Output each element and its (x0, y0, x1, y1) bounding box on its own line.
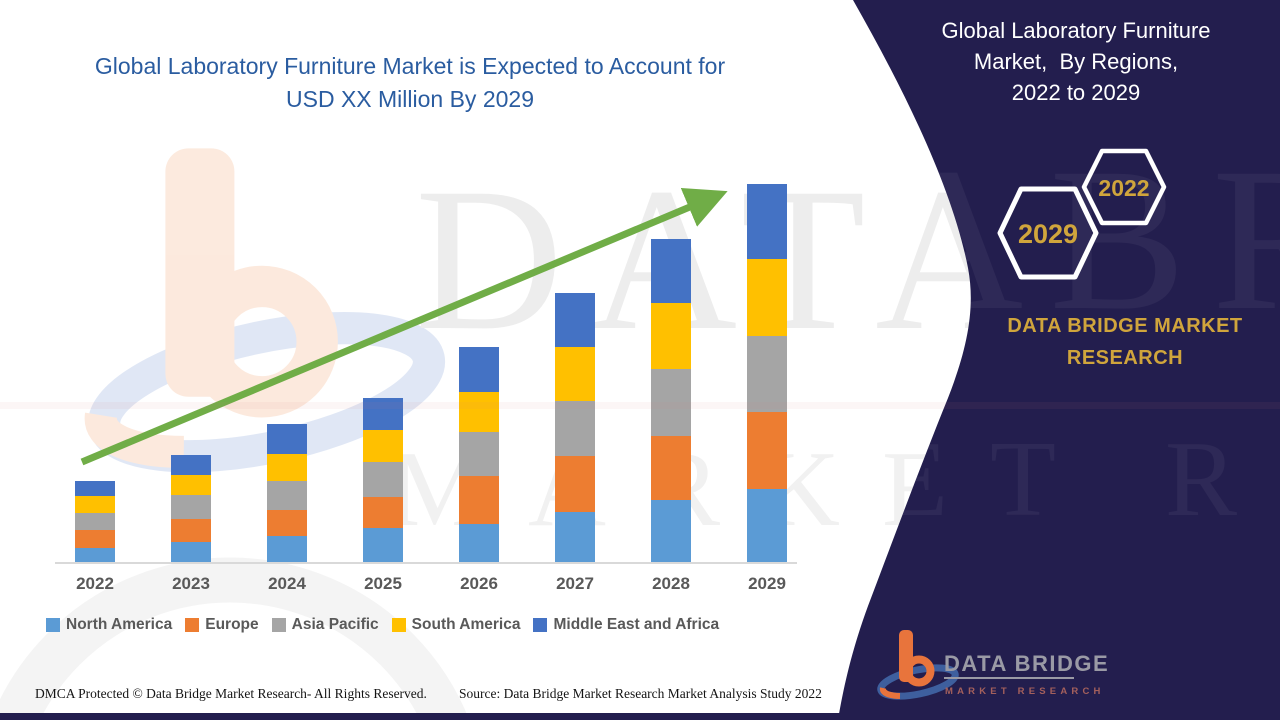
bar-2029 (747, 183, 787, 563)
watermark-circle (0, 557, 472, 725)
hexagon-2029-label: 2029 (1018, 219, 1078, 249)
chart-legend: North America Europe Asia Pacific South Ame… (46, 616, 719, 634)
legend-swatch-icon (46, 618, 60, 632)
legend-label: Asia Pacific (291, 616, 379, 633)
bar-segment-north-america-2027 (555, 512, 595, 563)
bar-segment-asia-pacific-2027 (555, 400, 595, 456)
logo-name-text: DATA BRIDGE (944, 651, 1109, 676)
x-axis-label-2027: 2027 (556, 574, 594, 593)
hexagon-2022: 2022 (1081, 148, 1167, 226)
bar-segment-europe-2027 (555, 455, 595, 512)
hexagon-2022-label: 2022 (1098, 175, 1149, 201)
x-axis-label-2029: 2029 (748, 574, 786, 593)
legend-label: South America (411, 616, 521, 633)
legend-swatch-icon (391, 618, 406, 632)
bar-segment-north-america-2029 (747, 488, 787, 563)
chart-title: Global Laboratory Furniture Market is Ex… (40, 50, 780, 117)
panel-shape (838, 0, 1280, 720)
bar-segment-middle-east-and-africa-2028 (651, 238, 691, 303)
legend-label: North America (66, 616, 173, 633)
bar-segment-south-america-2022 (75, 495, 115, 514)
bar-2024 (267, 424, 307, 563)
bar-segment-south-america-2028 (651, 302, 691, 370)
bar-segment-asia-pacific-2028 (651, 369, 691, 436)
bar-2028 (651, 238, 691, 563)
bar-segment-north-america-2025 (363, 528, 403, 563)
bar-segment-north-america-2024 (267, 536, 307, 563)
chart-title-line2: USD XX Million By 2029 (286, 86, 534, 113)
bottom-strip (0, 713, 1280, 720)
bar-segment-south-america-2026 (459, 391, 499, 433)
bar-segment-asia-pacific-2023 (171, 494, 211, 520)
bar-segment-north-america-2022 (75, 547, 115, 563)
legend-item-north-america: North America (46, 616, 172, 634)
bar-segment-middle-east-and-africa-2025 (363, 397, 403, 431)
legend-item-europe: Europe (185, 616, 259, 634)
x-axis-labels: 2022 2023 2024 2025 2026 2027 2028 2029 (0, 574, 820, 598)
plot-area (0, 0, 820, 563)
bar-segment-middle-east-and-africa-2029 (747, 183, 787, 260)
bar-segment-middle-east-and-africa-2023 (171, 454, 211, 476)
bar-segment-asia-pacific-2026 (459, 432, 499, 477)
databridge-logo: DATA BRIDGE MARKET RESEARCH (877, 630, 1109, 700)
dmca-note: DMCA Protected © Data Bridge Market Rese… (35, 686, 427, 701)
chart-title-line1: Global Laboratory Furniture Market is Ex… (94, 53, 726, 79)
bar-segment-middle-east-and-africa-2024 (267, 424, 307, 454)
x-axis-label-2025: 2025 (364, 574, 402, 593)
panel-title-line2: Market, By Regions, (973, 49, 1179, 75)
bar-segment-asia-pacific-2024 (267, 481, 307, 510)
bar-segment-middle-east-and-africa-2022 (75, 481, 115, 496)
legend-label: Europe (205, 616, 259, 633)
bar-segment-europe-2022 (75, 530, 115, 548)
bar-segment-middle-east-and-africa-2027 (555, 292, 595, 347)
panel-title-line3: 2022 to 2029 (1011, 80, 1141, 106)
logo-underline (944, 677, 1074, 679)
bar-segment-asia-pacific-2025 (363, 462, 403, 497)
bar-2025 (363, 397, 403, 563)
bar-2027 (555, 292, 595, 563)
bar-segment-europe-2024 (267, 509, 307, 537)
legend-item-middle-east-and-africa: Middle East and Africa (533, 616, 719, 634)
bar-2026 (459, 346, 499, 563)
hexagon-2029: 2029 (997, 186, 1099, 280)
logo-b-icon (877, 630, 959, 700)
bar-segment-south-america-2024 (267, 453, 307, 482)
bar-segment-south-america-2023 (171, 475, 211, 495)
bar-2022 (75, 481, 115, 563)
bar-segment-europe-2025 (363, 496, 403, 529)
legend-item-south-america: South America (391, 616, 521, 634)
brand-text: DATA BRIDGE MARKET RESEARCH (1007, 315, 1243, 370)
bar-segment-south-america-2029 (747, 259, 787, 336)
legend-label: Middle East and Africa (553, 616, 720, 633)
x-axis-label-2026: 2026 (460, 574, 498, 593)
bar-segment-europe-2026 (459, 476, 499, 525)
bar-segment-north-america-2026 (459, 524, 499, 563)
bar-segment-asia-pacific-2022 (75, 513, 115, 531)
bar-segment-middle-east-and-africa-2026 (459, 346, 499, 392)
logo-sub-text: MARKET RESEARCH (945, 686, 1105, 697)
bar-segment-north-america-2023 (171, 541, 211, 563)
legend-item-asia-pacific: Asia Pacific (271, 616, 379, 634)
x-axis-label-2028: 2028 (652, 574, 690, 593)
panel-title-line1: Global Laboratory Furniture (941, 18, 1211, 43)
source-note: Source: Data Bridge Market Research Mark… (459, 686, 822, 701)
bar-segment-south-america-2025 (363, 430, 403, 463)
bar-segment-north-america-2028 (651, 499, 691, 563)
legend-swatch-icon (533, 618, 548, 632)
bar-segment-south-america-2027 (555, 346, 595, 401)
x-axis-label-2022: 2022 (76, 574, 114, 593)
x-axis-line (55, 562, 797, 564)
bar-segment-asia-pacific-2029 (747, 335, 787, 413)
panel-title: Global Laboratory Furniture Market, By R… (880, 15, 1272, 109)
bar-segment-europe-2029 (747, 412, 787, 489)
legend-swatch-icon (185, 618, 200, 632)
bar-2023 (171, 454, 211, 563)
bar-segment-europe-2023 (171, 519, 211, 542)
bar-segment-europe-2028 (651, 435, 691, 500)
legend-swatch-icon (271, 618, 286, 632)
x-axis-label-2024: 2024 (268, 574, 306, 593)
x-axis-label-2023: 2023 (172, 574, 210, 593)
